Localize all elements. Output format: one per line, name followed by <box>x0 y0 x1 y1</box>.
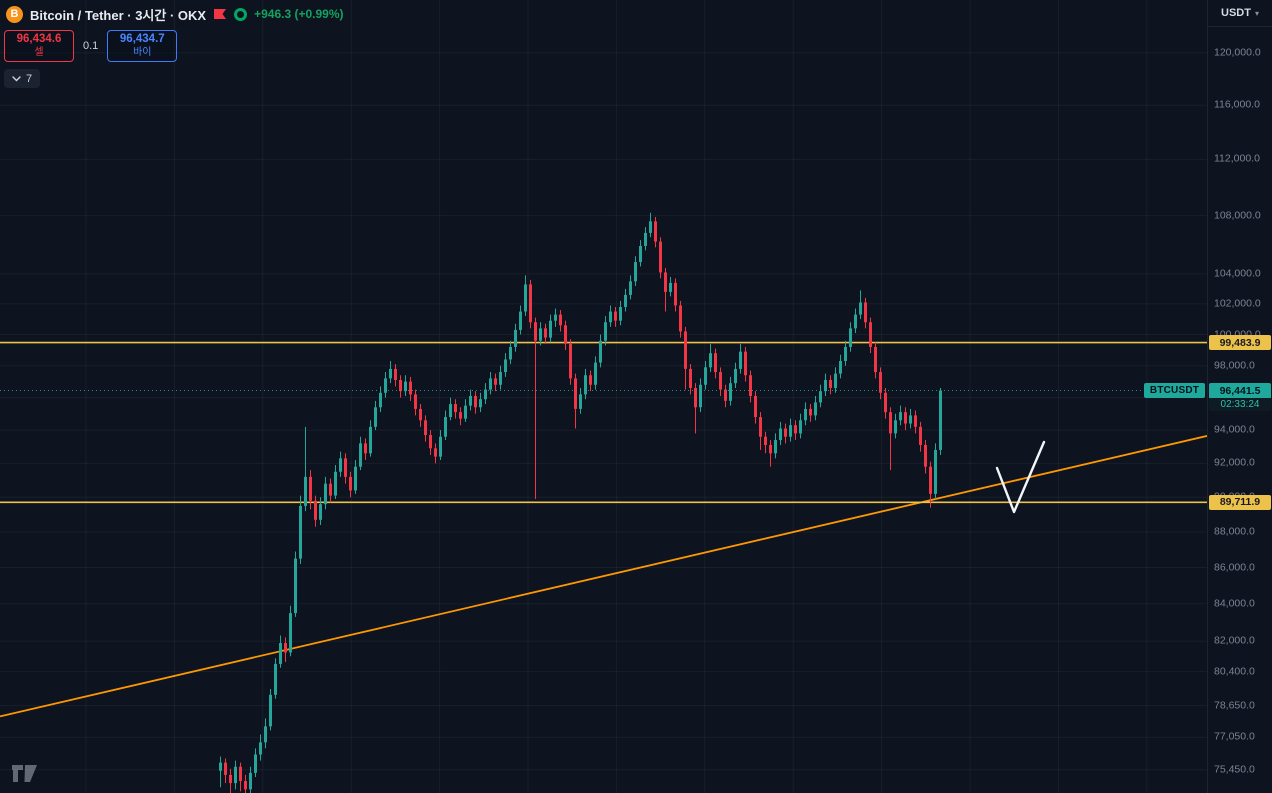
sell-label: 셀 <box>34 46 44 58</box>
axis-price-label: 88,000.0 <box>1214 525 1255 538</box>
axis-price-label: 100,000.0 <box>1214 328 1261 341</box>
price-level-badge-support: 89,711.9 <box>1209 494 1271 510</box>
axis-price-label: 116,000.0 <box>1214 98 1260 111</box>
buy-price: 96,434.7 <box>119 33 165 46</box>
currency-label: USDT <box>1221 7 1251 19</box>
price-axis[interactable]: 120,000.0 116,000.0 112,000.0 108,000.0 104,… <box>1207 0 1272 793</box>
tradingview-logo[interactable] <box>8 761 44 785</box>
axis-price-label: 75,450.0 <box>1214 763 1255 776</box>
axis-price-label: 92,000.0 <box>1214 456 1255 469</box>
market-status-icon[interactable] <box>234 7 248 21</box>
axis-price-label: 108,000.0 <box>1214 209 1261 222</box>
chevron-down-icon <box>12 75 21 81</box>
axis-price-label: 104,000.0 <box>1214 267 1261 280</box>
axis-price-label: 98,000.0 <box>1214 359 1255 372</box>
sell-price: 96,434.6 <box>16 33 62 46</box>
axis-price-label: 77,050.0 <box>1214 730 1255 743</box>
symbol-tag-badge: BTCUSDT <box>1144 383 1205 398</box>
last-price-badge: 96,441.5 <box>1209 383 1271 398</box>
price-level-badge-resistance: 99,483.9 <box>1209 335 1271 351</box>
axis-price-label: 112,000.0 <box>1214 152 1260 165</box>
axis-price-label: 80,400.0 <box>1214 665 1255 678</box>
sell-button[interactable]: 96,434.6 셀 <box>4 30 74 62</box>
flag-icon[interactable] <box>213 8 227 20</box>
chart-legend: B Bitcoin / Tether · 3시간 · OKX +946.3 (+… <box>6 4 344 24</box>
buy-label: 바이 <box>133 46 152 58</box>
axis-price-label: 94,000.0 <box>1214 423 1255 436</box>
axis-price-label: 82,000.0 <box>1214 634 1255 647</box>
buy-button[interactable]: 96,434.7 바이 <box>107 30 178 62</box>
v-shape-drawing[interactable] <box>995 440 1046 514</box>
last-price-block: 96,441.5 02:33:24 <box>1209 383 1271 411</box>
candles-series <box>219 212 942 793</box>
axis-price-label: 86,000.0 <box>1214 561 1255 574</box>
axis-price-label: 78,650.0 <box>1214 699 1255 712</box>
chevron-down-icon: ▾ <box>1254 8 1259 18</box>
axis-price-label: 120,000.0 <box>1214 46 1261 59</box>
symbol-title[interactable]: Bitcoin / Tether · 3시간 · OKX <box>30 7 207 23</box>
drawings-count: 7 <box>26 72 33 85</box>
trendline-drawing[interactable] <box>0 435 1207 718</box>
bar-countdown: 02:33:24 <box>1209 398 1271 411</box>
trade-panel: 96,434.6 셀 0.1 96,434.7 바이 <box>4 30 178 62</box>
axis-price-label: 84,000.0 <box>1214 597 1255 610</box>
price-change-text: +946.3 (+0.99%) <box>254 7 344 21</box>
object-tree-pill[interactable]: 7 <box>4 69 41 88</box>
currency-toggle-button[interactable]: USDT ▾ <box>1208 3 1272 23</box>
axis-price-label: 102,000.0 <box>1214 297 1261 310</box>
axis-divider <box>1208 26 1272 27</box>
candlestick-chart-canvas[interactable] <box>0 0 1207 793</box>
spread-value: 0.1 <box>83 40 99 52</box>
bitcoin-icon: B <box>6 5 23 23</box>
